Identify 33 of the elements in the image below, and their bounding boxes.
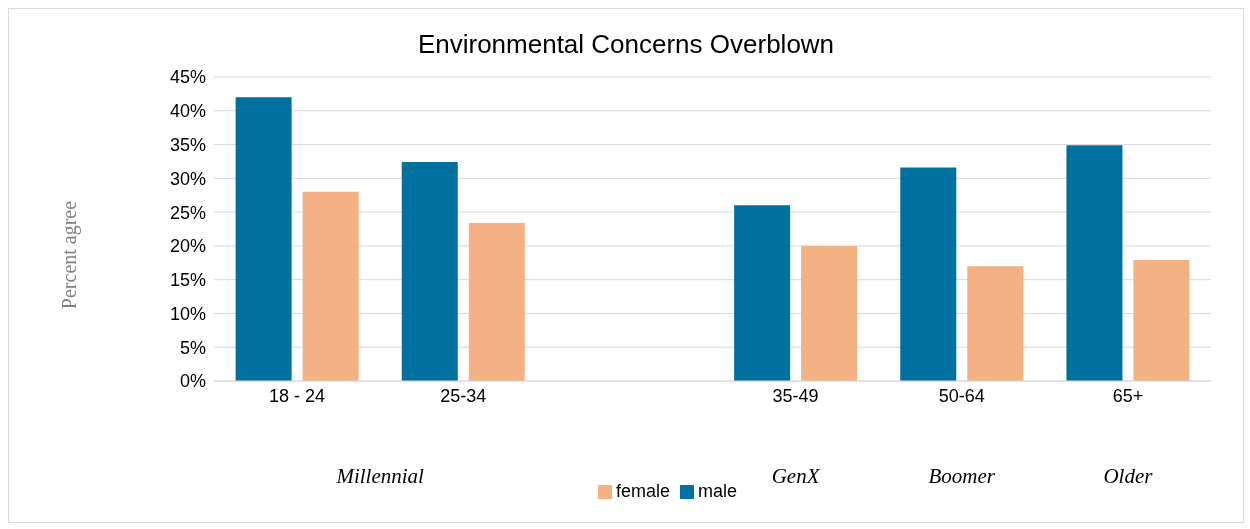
x-tick-label: 18 - 24 bbox=[269, 385, 326, 406]
y-tick-label: 0% bbox=[179, 371, 206, 392]
chart-title: Environmental Concerns Overblown bbox=[416, 29, 836, 60]
y-axis-title: Percent agree bbox=[57, 200, 81, 309]
text: GenX bbox=[771, 464, 820, 489]
bar bbox=[1066, 145, 1123, 381]
x-tick-label: 35-49 bbox=[772, 385, 819, 406]
y-tick-label: 40% bbox=[169, 101, 206, 122]
y-tick-label: 10% bbox=[169, 303, 206, 324]
y-tick-label: 5% bbox=[179, 337, 206, 358]
text: Boomer bbox=[928, 464, 995, 489]
y-tick-label: 30% bbox=[169, 168, 206, 189]
bar bbox=[235, 97, 292, 381]
y-tick-label: 45% bbox=[169, 67, 206, 88]
bar bbox=[801, 245, 858, 381]
bar bbox=[401, 162, 458, 381]
bar bbox=[734, 205, 791, 381]
x-tick-label: 25-34 bbox=[440, 385, 487, 406]
bar bbox=[967, 266, 1024, 381]
y-tick-label: 25% bbox=[169, 202, 206, 223]
bar bbox=[1133, 260, 1190, 381]
legend-label: male bbox=[698, 481, 738, 501]
bar bbox=[900, 167, 957, 381]
bar bbox=[302, 191, 359, 381]
y-tick-label: 20% bbox=[169, 236, 206, 257]
bar bbox=[468, 222, 525, 381]
legend-label: female bbox=[615, 481, 670, 501]
y-tick-label: 35% bbox=[169, 134, 206, 155]
text: Millennial bbox=[336, 464, 424, 489]
x-tick-label: 65+ bbox=[1112, 385, 1144, 406]
x-tick-label: 50-64 bbox=[938, 385, 985, 406]
y-tick-label: 15% bbox=[169, 270, 206, 291]
text: Older bbox=[1103, 464, 1153, 489]
